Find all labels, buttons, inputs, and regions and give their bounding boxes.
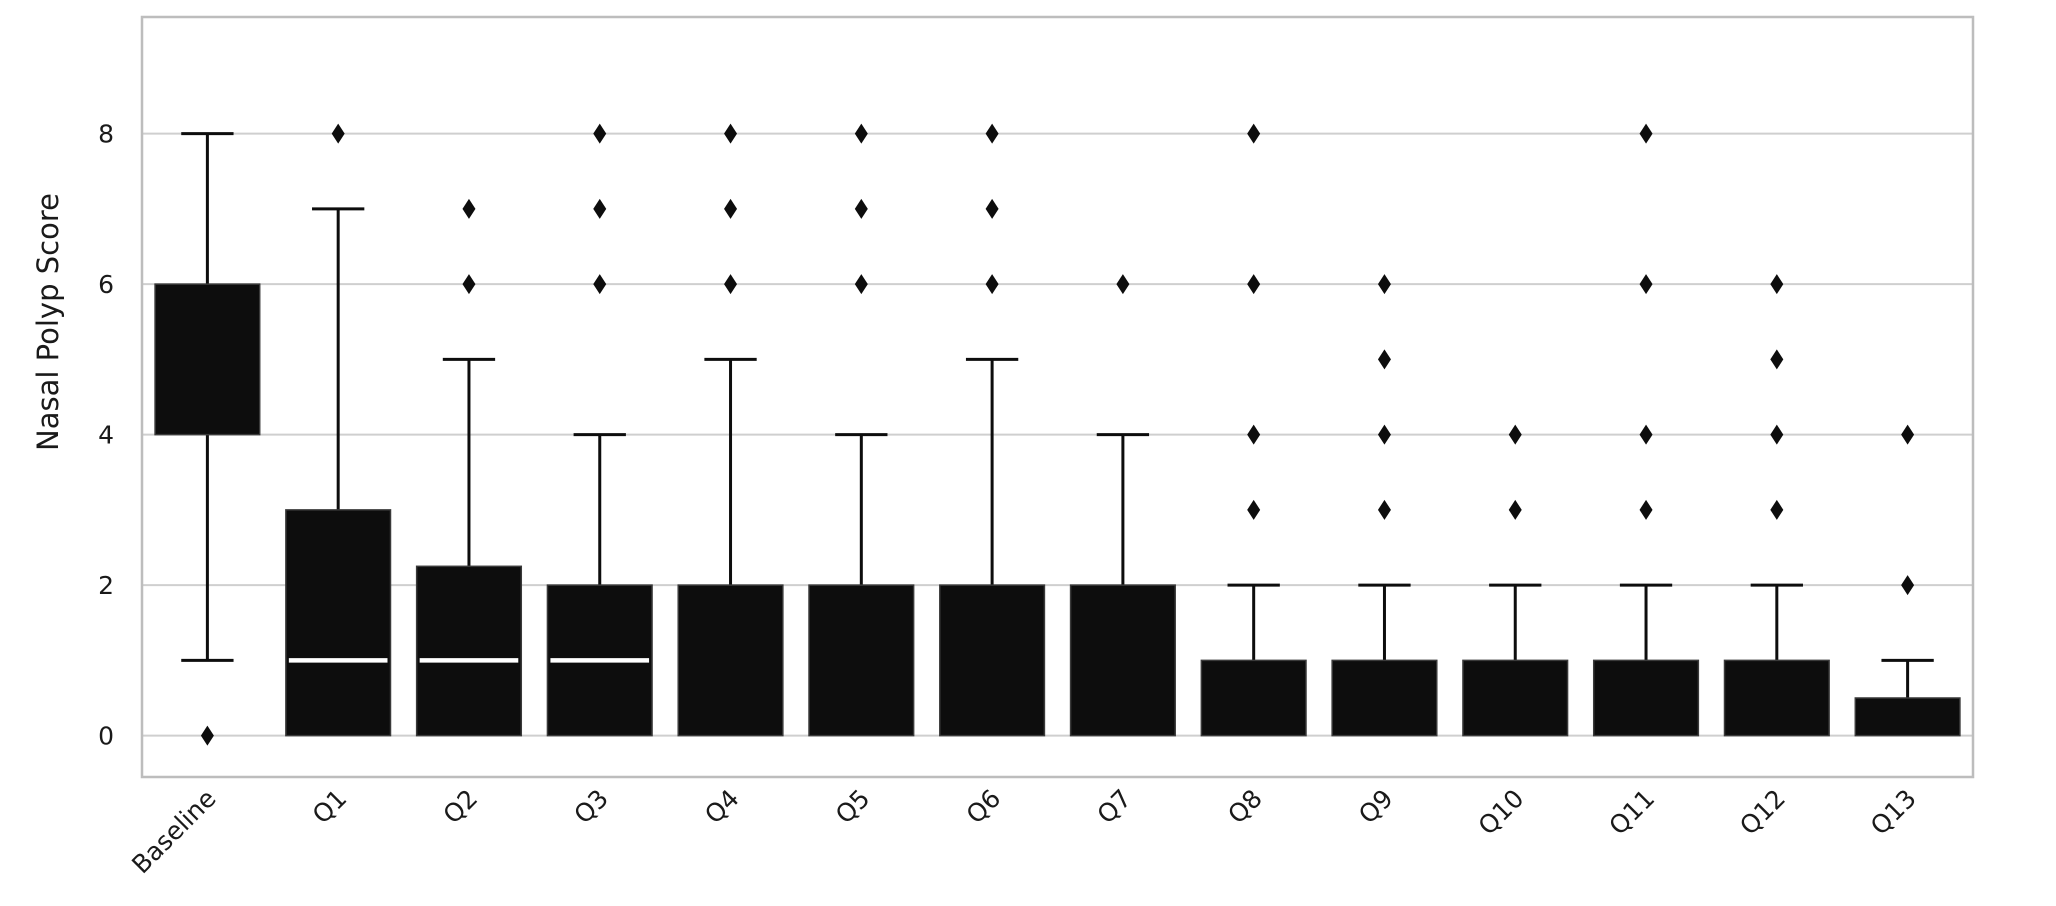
outlier-point-baseline-0 [200,725,214,746]
outlier-point-q3-7 [593,198,607,219]
iqr-box-q9 [1331,659,1438,737]
outlier-point-q11-8 [1639,123,1653,144]
iqr-box-baseline [154,283,261,436]
x-tick-label-q5: Q5 [830,784,876,830]
outlier-point-q9-6 [1377,274,1391,295]
y-tick-label-2: 2 [98,571,114,600]
y-tick-label-8: 8 [98,120,114,149]
box-q6 [939,123,1046,737]
iqr-box-q10 [1462,659,1569,737]
outlier-point-q5-6 [854,274,868,295]
outlier-point-q12-4 [1770,424,1784,445]
iqr-box-q8 [1200,659,1307,737]
iqr-box-q4 [677,584,784,737]
x-tick-label-baseline: Baseline [126,784,221,879]
outlier-point-q9-4 [1377,424,1391,445]
outlier-point-q8-3 [1247,499,1261,520]
outlier-point-q5-8 [854,123,868,144]
iqr-box-q6 [939,584,1046,737]
box-q12 [1723,274,1830,737]
outlier-point-q12-3 [1770,499,1784,520]
outlier-point-q6-7 [985,198,999,219]
iqr-box-q2 [415,565,523,737]
outlier-point-q9-5 [1377,349,1391,370]
box-q8 [1200,123,1307,737]
box-q10 [1462,424,1569,737]
outlier-point-q6-6 [985,274,999,295]
outlier-point-q13-4 [1901,424,1915,445]
x-tick-label-q3: Q3 [568,784,614,830]
outlier-point-q9-3 [1377,499,1391,520]
iqr-box-q12 [1723,659,1830,737]
outlier-point-q3-6 [593,274,607,295]
x-tick-label-q11: Q11 [1603,784,1660,841]
x-tick-label-q8: Q8 [1222,784,1268,830]
iqr-box-q1 [285,509,392,737]
outlier-point-q10-3 [1508,499,1522,520]
outlier-point-q5-7 [854,198,868,219]
outlier-point-q11-3 [1639,499,1653,520]
x-tick-label-q7: Q7 [1091,784,1137,830]
x-tick-label-q9: Q9 [1353,784,1399,830]
y-axis-title: Nasal Polyp Score [31,193,65,451]
outlier-point-q8-8 [1247,123,1261,144]
box-q5 [808,123,915,737]
outlier-point-q4-6 [724,274,738,295]
box-q2 [415,198,523,737]
x-tick-label-q6: Q6 [961,784,1007,830]
outlier-point-q7-6 [1116,274,1130,295]
x-tick-label-q1: Q1 [307,784,353,830]
outlier-point-q12-5 [1770,349,1784,370]
box-q11 [1592,123,1700,737]
iqr-box-q5 [808,584,915,737]
box-q4 [677,123,784,737]
y-tick-label-6: 6 [98,270,114,299]
outlier-point-q2-7 [462,198,476,219]
plot-frame [140,15,1975,779]
outlier-point-q11-6 [1639,274,1653,295]
outlier-point-q8-6 [1247,274,1261,295]
outlier-point-q2-6 [462,274,476,295]
x-tick-label-q13: Q13 [1865,784,1922,841]
iqr-box-q13 [1854,697,1961,737]
box-baseline [154,132,261,746]
outlier-point-q13-2 [1901,575,1915,596]
box-q9 [1331,274,1438,737]
outlier-point-q1-8 [331,123,345,144]
y-axis-ticks: 0 2 4 6 8 [98,120,114,751]
box-series [154,123,1961,746]
y-tick-label-0: 0 [98,722,114,751]
x-axis-ticks: Baseline Q1 Q2 Q3 Q4 Q5 Q6 Q7 Q8 Q9 Q10 Q11 Q12 Q13 [126,784,1922,879]
x-tick-label-q12: Q12 [1734,784,1791,841]
iqr-box-q7 [1069,584,1176,737]
box-q1 [285,123,392,737]
outlier-point-q12-6 [1770,274,1784,295]
outlier-point-q11-4 [1639,424,1653,445]
y-tick-label-4: 4 [98,421,114,450]
x-tick-label-q2: Q2 [438,784,484,830]
box-q13 [1854,424,1961,737]
outlier-point-q10-4 [1508,424,1522,445]
outlier-point-q6-8 [985,123,999,144]
x-tick-label-q4: Q4 [699,784,745,830]
outlier-point-q4-8 [724,123,738,144]
box-q3 [546,123,653,737]
x-tick-label-q10: Q10 [1473,784,1530,841]
outlier-point-q8-4 [1247,424,1261,445]
iqr-box-q11 [1592,659,1700,737]
outlier-point-q3-8 [593,123,607,144]
outlier-point-q4-7 [724,198,738,219]
box-q7 [1069,274,1176,737]
